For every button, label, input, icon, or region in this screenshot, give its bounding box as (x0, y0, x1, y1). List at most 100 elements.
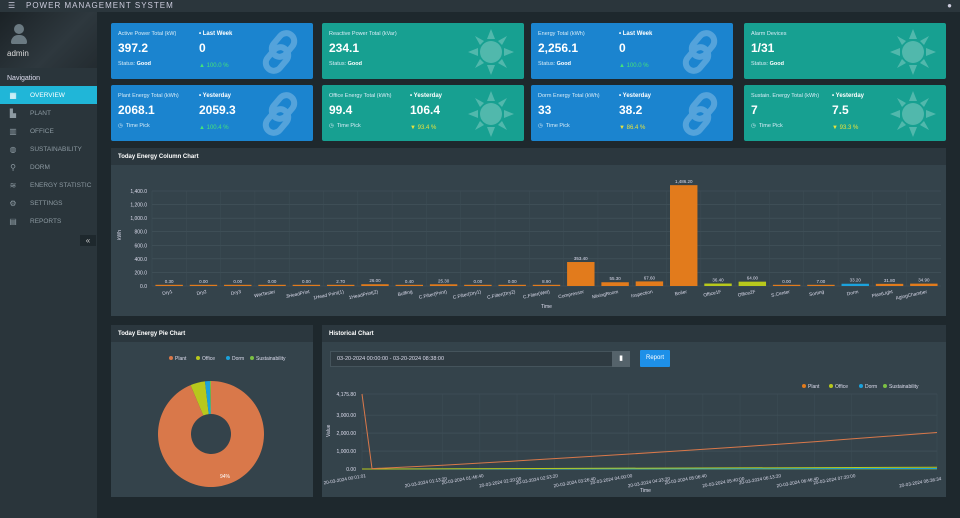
pie-slice-sustainability[interactable] (209, 381, 211, 415)
column-chart: 0.0 200.0 400.0 600.0 800.0 1,000.0 1,200.0 1,4… (117, 179, 941, 310)
stat-card-active-power-total-kw: Active Power Total (kW) 397.2 Status: Good… (111, 23, 313, 79)
card-status: Status: Good (118, 61, 152, 67)
bar-MixingRoom[interactable] (601, 282, 629, 286)
legend-label[interactable]: Office (835, 384, 848, 390)
sidebar-item-dorm[interactable]: ⚲ DORM (0, 158, 97, 176)
legend-label[interactable]: Plant (175, 356, 187, 362)
clock-icon: ◷ (751, 123, 756, 129)
bar-WetTester[interactable] (258, 284, 286, 286)
x-tick-label: 20-03-2024 08:36:34 (899, 476, 942, 488)
sidebar-item-reports[interactable]: ▤ REPORTS (0, 212, 97, 230)
bar-value-label: 0.00 (233, 279, 242, 284)
sidebar-item-plant[interactable]: ▙ PLANT (0, 104, 97, 122)
column-chart-title: Today Energy Column Chart (111, 148, 946, 165)
x-tick-label: Dry1 (162, 289, 173, 297)
legend-marker-office (196, 356, 200, 360)
bar-Buffing[interactable] (395, 284, 424, 286)
stat-card-dorm-energy-total-kwh: Dorm Energy Total (kWh) 33 ◷ Time Pick • Ye… (531, 85, 733, 141)
line-series-office[interactable] (361, 466, 938, 470)
stat-card-sustain-energy-total-kwh: Sustain. Energy Total (kWh) 7 ◷ Time Pick •… (744, 85, 946, 141)
bar-value-label: 31.80 (884, 278, 896, 283)
line-series-plant[interactable] (361, 393, 938, 470)
x-tick-label: AgingChamber (895, 289, 928, 302)
bar-Compressor[interactable] (567, 262, 595, 286)
legend-label[interactable]: Dorm (865, 384, 877, 390)
x-tick-label: Office1F (703, 289, 722, 299)
bar-Inspection[interactable] (635, 281, 664, 286)
link-icon (262, 30, 298, 74)
bar-Office2F[interactable] (738, 281, 767, 286)
bar-C.Filter(Dry2)[interactable] (498, 284, 526, 286)
sidebar-item-label: OFFICE (30, 127, 54, 135)
bar-1HeadPrint(2)[interactable] (361, 284, 389, 286)
hamburger-menu-icon[interactable]: ☰ (8, 1, 16, 10)
link-icon (682, 30, 718, 74)
card-label: Sustain. Energy Total (kWh) (751, 93, 820, 99)
y-tick-label: 1,000.00 (337, 449, 357, 455)
calendar-icon[interactable]: ▮ (612, 351, 630, 367)
sidebar-item-settings[interactable]: ⚙ SETTINGS (0, 194, 97, 212)
bar-C.Filter(Print)[interactable] (429, 284, 458, 286)
bar-Boiler[interactable] (669, 185, 698, 286)
compare-value: 2059.3 (199, 103, 236, 117)
user-menu-icon[interactable]: ● (947, 1, 952, 10)
legend-label[interactable]: Plant (808, 384, 820, 390)
time-pick-button[interactable]: ◷ Time Pick (751, 123, 783, 129)
sidebar-item-label: ENERGY STATISTIC (30, 181, 92, 189)
bar-3HeadPrint[interactable] (292, 284, 321, 286)
legend-label[interactable]: Sustainability (256, 356, 286, 362)
bar-C.Filter(Dry1)[interactable] (464, 284, 492, 286)
pie-slice-dorm[interactable] (204, 381, 211, 415)
legend-label[interactable]: Sustainability (889, 384, 919, 390)
pie-chart: Plant Office Dorm Sustainability 94% (158, 356, 286, 487)
bar-S.Center[interactable] (772, 284, 801, 286)
bar-Dry1[interactable] (155, 284, 183, 286)
card-value: 234.1 (329, 41, 360, 55)
bar-C.Filter(Wet)[interactable] (532, 284, 561, 286)
time-pick-button[interactable]: ◷ Time Pick (118, 123, 150, 129)
collapse-sidebar-button[interactable]: « (80, 235, 96, 246)
x-tick-label: Office2F (737, 289, 756, 299)
x-tick-label: Compressor (558, 289, 585, 300)
sidebar-item-sustainability[interactable]: ◍ SUSTAINABILITY (0, 140, 97, 158)
report-button[interactable]: Report (640, 350, 670, 367)
sidebar-item-label: OVERVIEW (30, 91, 65, 99)
bar-Dry2[interactable] (189, 284, 218, 286)
y-tick-label: 2,000.00 (337, 431, 357, 437)
x-tick-label: Dry3 (230, 289, 241, 297)
bar-value-label: 25.30 (438, 278, 450, 283)
percent-change: ▼ 93.3 % (832, 125, 859, 131)
bar-AgingChamber[interactable] (910, 283, 938, 286)
sun-icon (468, 29, 514, 75)
card-value: 397.2 (118, 41, 149, 55)
bar-Sorting[interactable] (807, 284, 835, 286)
bar-PlantLight[interactable] (875, 283, 904, 286)
card-value: 2,256.1 (538, 41, 579, 55)
bar-Office1F[interactable] (704, 283, 732, 286)
avatar (10, 24, 28, 46)
pie-data-label: 94% (220, 474, 231, 480)
sidebar-item-overview[interactable]: ▦ OVERVIEW (0, 86, 97, 104)
column-chart-panel: Today Energy Column Chart 0.0 200.0 400.0 6… (111, 148, 946, 316)
legend-label[interactable]: Dorm (232, 356, 244, 362)
pie-slice-plant[interactable] (158, 381, 264, 487)
card-label: Plant Energy Total (kWh) (118, 93, 179, 99)
sidebar-item-energy-statistic[interactable]: ≋ ENERGY STATISTIC (0, 176, 97, 194)
bar-value-label: 55.30 (609, 276, 621, 281)
statistic-icon: ≋ (9, 180, 17, 190)
legend-label[interactable]: Office (202, 356, 215, 362)
pie-slice-office[interactable] (190, 381, 209, 416)
x-tick-label: 1HeadPrint(2) (348, 289, 379, 301)
card-label: Reactive Power Total (kVar) (329, 31, 397, 37)
stat-card-energy-total-kwh: Energy Total (kWh) 2,256.1 Status: Good • L… (531, 23, 733, 79)
time-pick-button[interactable]: ◷ Time Pick (329, 123, 361, 129)
bar-1Head Print(1)[interactable] (326, 284, 355, 286)
time-pick-button[interactable]: ◷ Time Pick (538, 123, 570, 129)
pie-chart-title: Today Energy Pie Chart (111, 325, 313, 342)
bar-Dry3[interactable] (224, 284, 252, 286)
percent-change: ▲ 100.0 % (199, 63, 229, 69)
sidebar-item-office[interactable]: ▥ OFFICE (0, 122, 97, 140)
clock-icon: ◷ (538, 123, 543, 129)
bar-Dorm[interactable] (841, 283, 869, 286)
sidebar-item-label: SUSTAINABILITY (30, 145, 82, 153)
